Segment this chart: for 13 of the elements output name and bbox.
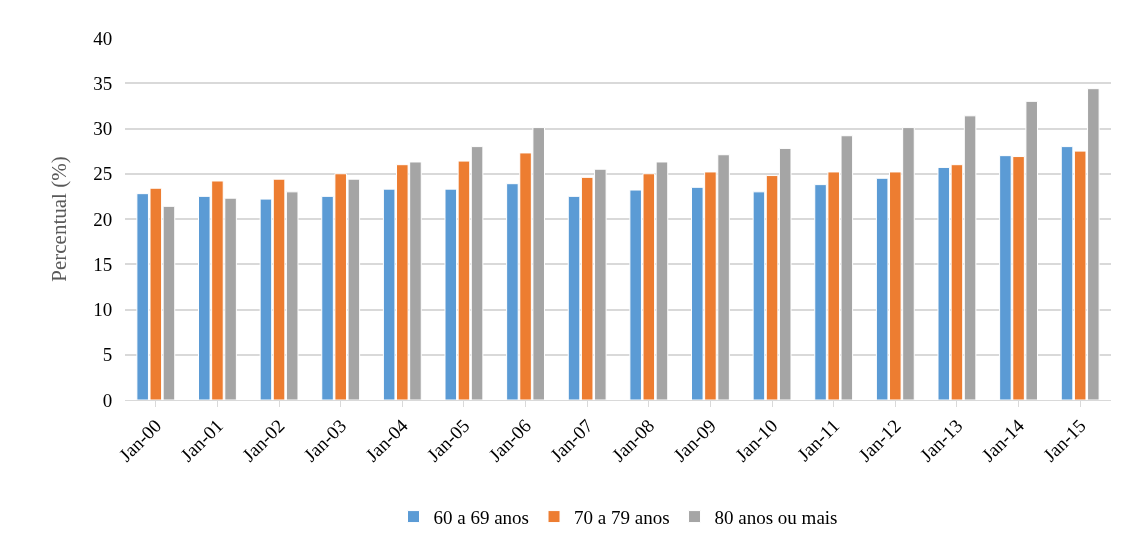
y-tick-label: 10	[93, 299, 113, 321]
y-tick-label: 15	[93, 253, 113, 275]
y-tick-label: 25	[93, 163, 113, 185]
y-tick-label: 40	[93, 27, 113, 49]
y-tick-label: 0	[102, 389, 113, 411]
y-tick-label: 20	[93, 208, 113, 230]
y-tick-label: 5	[102, 344, 113, 366]
y-axis-title: Percentual (%)	[47, 156, 72, 282]
legend-label: 60 a 69 anos	[433, 507, 530, 528]
y-tick-label: 30	[93, 118, 113, 140]
legend-label: 70 a 79 anos	[574, 507, 670, 528]
y-tick-label: 35	[93, 72, 113, 94]
legend-label: 80 anos ou mais	[714, 507, 838, 528]
